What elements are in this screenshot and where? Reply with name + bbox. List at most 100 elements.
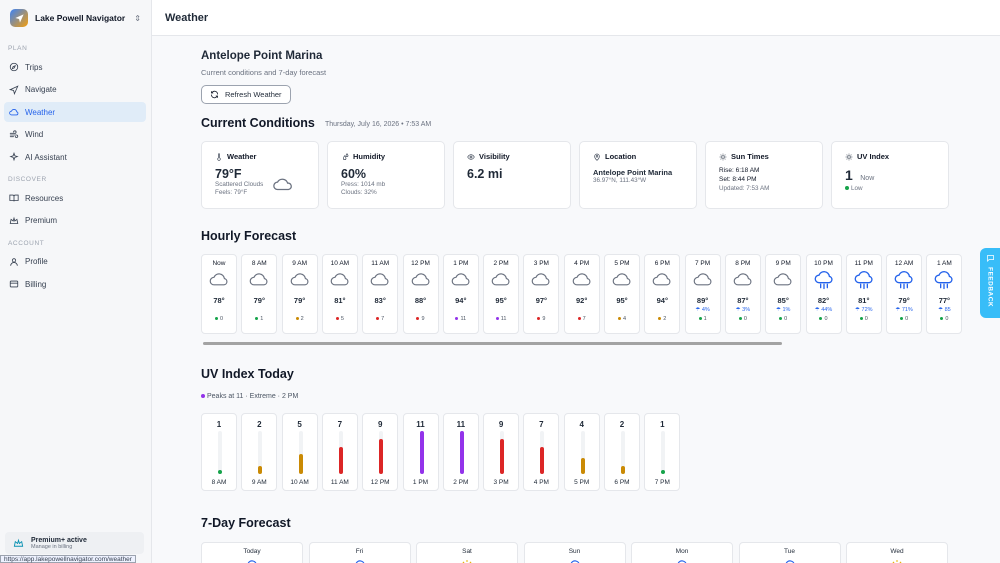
sidebar-item-label: AI Assistant [25, 152, 67, 162]
uv-index-card: UV Index 1 Now Low [831, 141, 949, 209]
hourly-scrollbar[interactable] [203, 342, 782, 345]
card-icon [9, 280, 19, 288]
day-label: Tue [784, 548, 795, 555]
hour-temp: 97° [535, 296, 548, 305]
daily-card[interactable]: Sat [416, 542, 518, 563]
daily-card[interactable]: Tue [738, 542, 841, 563]
sidebar-item-trips[interactable]: Trips [4, 57, 146, 77]
hourly-card: 12 PM 88° 9 [402, 254, 439, 334]
day-label: Fri [355, 548, 364, 555]
daily-card[interactable]: Sun [523, 542, 626, 563]
cloud-rain-icon [814, 271, 833, 290]
hour-uv: 5 [340, 316, 344, 322]
crown-icon [13, 538, 24, 547]
uv-hour-bar: 9 3 PM [483, 413, 520, 491]
hour-temp: 83° [374, 296, 386, 305]
daily-card[interactable]: Wed [846, 542, 948, 563]
sunrise: Rise: 6:18 AM [719, 167, 760, 174]
refresh-weather-button[interactable]: Refresh Weather [201, 85, 291, 104]
hour-label: 9 AM [292, 260, 307, 267]
feedback-tab[interactable]: FEEDBACK [980, 248, 1000, 318]
hour-temp: 77° [938, 296, 951, 305]
hour-uv: 9 [542, 316, 546, 322]
daily-card[interactable]: Today [201, 542, 303, 563]
uv-hour-value: 9 [498, 420, 504, 429]
user-icon [10, 257, 18, 266]
sidebar-item-label: Trips [25, 62, 43, 72]
daily-card[interactable]: Fri [308, 542, 411, 563]
uv-hour-label: 10 AM [290, 479, 309, 486]
thermometer-icon [217, 152, 221, 161]
weather-card: Weather 79°F Scattered Clouds Feels: 79°… [201, 141, 319, 209]
uv-dot [698, 317, 702, 321]
sidebar-item-label: Profile [25, 257, 48, 266]
sidebar-item-navigate[interactable]: Navigate [4, 80, 146, 100]
hour-temp: 92° [576, 296, 588, 305]
uv-bar-fill [661, 470, 666, 474]
sidebar-item-label: Billing [25, 279, 47, 289]
cloud-icon [411, 273, 429, 286]
cloud-icon [249, 273, 268, 286]
refresh-weather-label: Refresh Weather [225, 90, 282, 99]
hourly-card: 1 AM 77° ☂ 85 0 [926, 254, 963, 334]
cloud-icon [247, 560, 257, 563]
uv-hour-value: 2 [619, 420, 625, 429]
raindrop-icon: ☂ [735, 307, 743, 313]
uv-hour-value: 1 [216, 420, 222, 429]
uv-hour-bar: 1 8 AM [201, 413, 237, 491]
sidebar-item-billing[interactable]: Billing [4, 274, 146, 294]
uv-hour-label: 1 PM [412, 479, 429, 486]
uv-peak-text: Peaks at 11 · Extreme · 2 PM [207, 393, 299, 400]
hour-label: 10 PM [814, 260, 833, 267]
hour-uv: 11 [460, 316, 467, 322]
sidebar-item-weather[interactable]: Weather [4, 102, 146, 122]
hour-temp: 94° [656, 296, 668, 305]
coordinates: 36.97°N, 111.43°W [593, 177, 647, 184]
sidebar: Lake Powell Navigator ⇕ PLAN Trips Navigat… [0, 0, 152, 563]
sidebar-item-ai-assistant[interactable]: AI Assistant [4, 147, 146, 167]
weather-card-title: Weather [227, 152, 257, 161]
cloud-icon [733, 273, 752, 286]
premium-title: Premium+ active [31, 536, 87, 544]
daily-card[interactable]: Mon [631, 542, 733, 563]
uv-bar-track [540, 431, 545, 474]
uv-hour-label: 4 PM [533, 479, 549, 486]
hour-uv: 0 [824, 316, 828, 322]
hour-temp: 88° [414, 296, 427, 305]
hour-label: 10 AM [330, 260, 350, 267]
crown-icon [9, 216, 19, 224]
sidebar-item-label: Navigate [25, 85, 57, 94]
sun-icon [845, 153, 853, 160]
raindrop-icon: ☂ [695, 307, 702, 313]
uv-now-label: Now [860, 175, 875, 182]
updated-time: Updated: 7:53 AM [719, 185, 770, 192]
cloud-icon [290, 273, 309, 286]
hourly-card: 9 AM 79° 2 [281, 254, 318, 334]
location-card: Location Antelope Point Marina 36.97°N, … [579, 141, 697, 209]
current-temp: 79°F [215, 167, 242, 181]
uv-bar-track [459, 431, 464, 474]
uv-dot [416, 317, 420, 321]
book-icon [9, 194, 19, 202]
uv-dot [455, 317, 459, 321]
sidebar-item-wind[interactable]: Wind [4, 125, 146, 145]
hour-temp: 95° [495, 296, 507, 305]
day-label: Mon [675, 548, 689, 555]
premium-status[interactable]: Premium+ active Manage in billing [5, 532, 144, 554]
raindrop-icon: ☂ [855, 307, 862, 313]
uv-dot [376, 317, 380, 321]
raindrop-icon: ☂ [895, 307, 902, 313]
sidebar-item-premium[interactable]: Premium [4, 211, 146, 231]
sidebar-item-resources[interactable]: Resources [4, 188, 146, 208]
uv-hour-bar: 7 4 PM [523, 413, 560, 491]
app-switcher[interactable]: Lake Powell Navigator ⇕ [0, 0, 151, 36]
sidebar-item-profile[interactable]: Profile [4, 252, 146, 272]
droplets-icon [342, 152, 349, 160]
uv-hour-label: 9 AM [251, 479, 267, 486]
wind-icon [9, 129, 19, 138]
uv-bar-track [419, 431, 424, 474]
cloud-icon [330, 273, 349, 286]
uv-dot [940, 317, 944, 321]
sidebar-item-label: Premium [25, 216, 58, 225]
uv-hour-bar: 11 2 PM [442, 413, 479, 491]
